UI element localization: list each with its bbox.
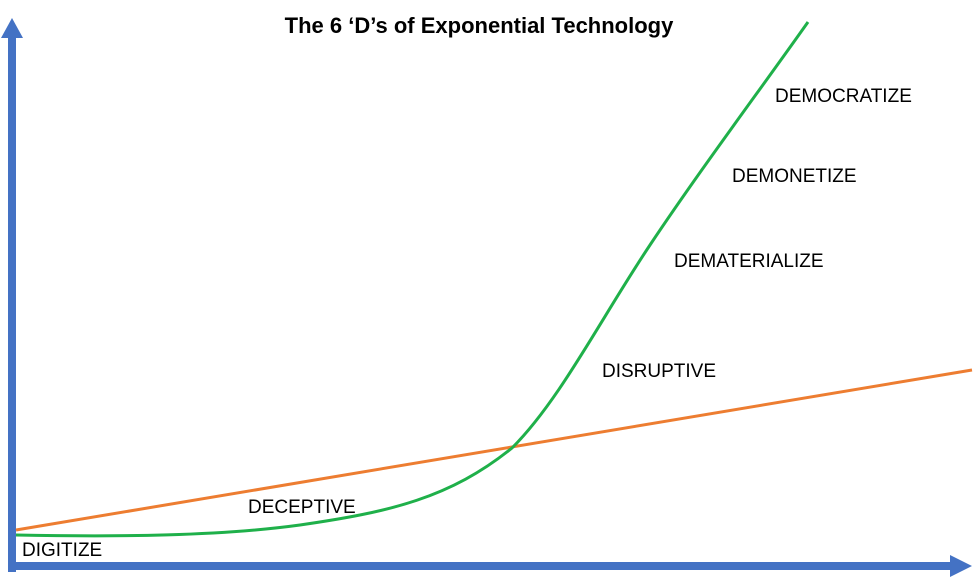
stage-label-deceptive: DECEPTIVE [248, 497, 356, 518]
exponential-growth-curve [15, 21, 810, 538]
x-axis-arrow-icon [950, 555, 972, 577]
stage-label-disruptive: DISRUPTIVE [602, 361, 716, 382]
stage-label-demonetize: DEMONETIZE [732, 166, 857, 187]
axes [1, 18, 972, 577]
stage-label-digitize: DIGITIZE [22, 540, 102, 561]
linear-growth-line [15, 368, 973, 532]
stage-label-democratize: DEMOCRATIZE [775, 86, 912, 107]
y-axis-arrow-icon [1, 18, 23, 38]
stage-label-dematerialize: DEMATERIALIZE [674, 251, 824, 272]
diagram-title: The 6 ‘D’s of Exponential Technology [285, 13, 674, 38]
